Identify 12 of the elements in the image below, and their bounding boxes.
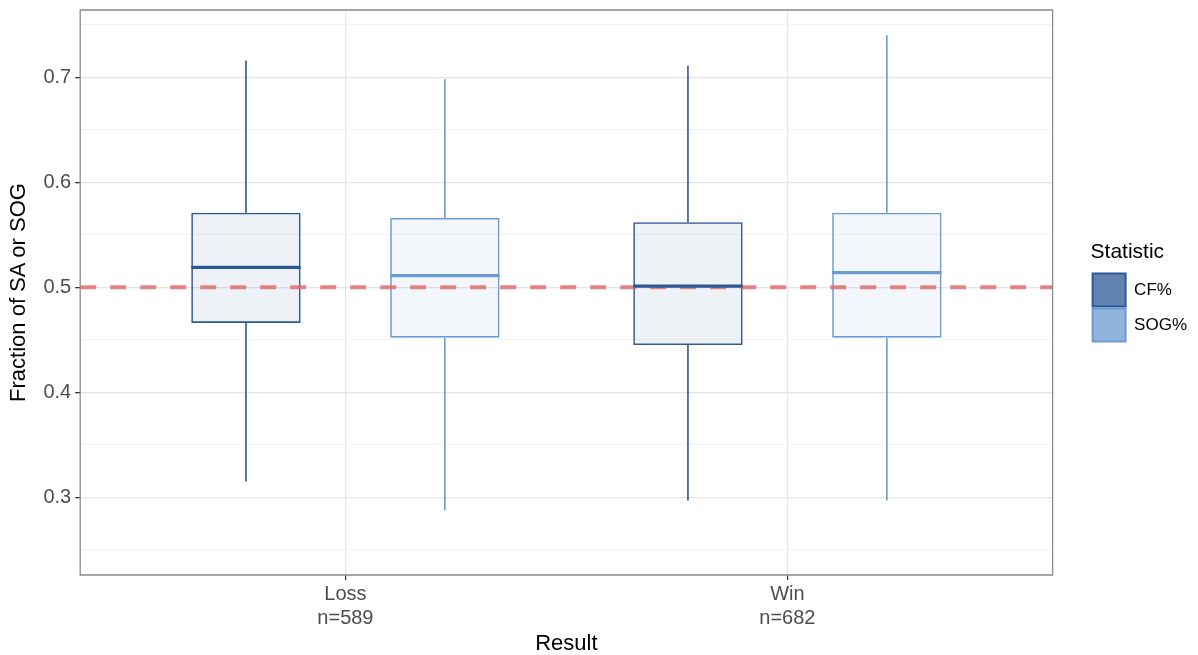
y-tick-label: 0.5 — [43, 274, 72, 297]
legend-label: CF% — [1134, 279, 1172, 299]
y-tick-label: 0.3 — [43, 484, 72, 507]
y-tick-label: 0.7 — [43, 64, 72, 87]
legend-label: SOG% — [1134, 314, 1188, 334]
y-tick-label: 0.4 — [43, 379, 72, 402]
legend-title: Statistic — [1090, 238, 1165, 262]
y-tick-label: 0.6 — [43, 169, 72, 192]
x-axis-title: Result — [535, 630, 598, 655]
x-tick-label: Loss n=589 — [317, 581, 374, 628]
x-tick-label: Win n=682 — [759, 581, 816, 628]
y-axis-title: Fraction of SA or SOG — [5, 183, 31, 402]
